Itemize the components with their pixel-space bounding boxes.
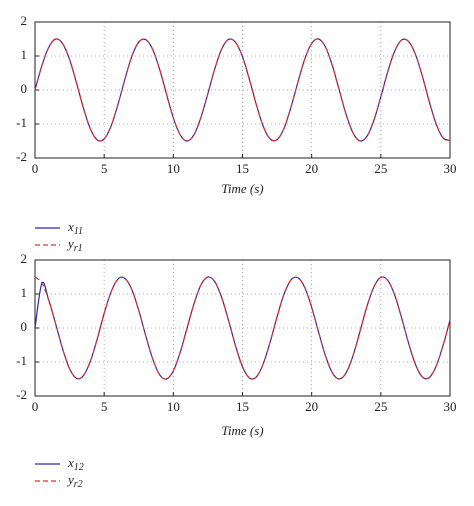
y-tick-label: 1 bbox=[21, 47, 28, 62]
y-tick-label: -2 bbox=[16, 387, 27, 402]
x-tick-label: 0 bbox=[32, 399, 39, 414]
x-tick-label: 30 bbox=[444, 399, 457, 414]
legend-label: yr1 bbox=[66, 236, 83, 254]
y-tick-label: 0 bbox=[21, 319, 28, 334]
x-tick-label: 5 bbox=[101, 399, 108, 414]
legend-label: x12 bbox=[67, 455, 84, 473]
y-tick-label: -1 bbox=[16, 115, 27, 130]
x-tick-label: 15 bbox=[236, 399, 249, 414]
x-tick-label: 20 bbox=[305, 399, 318, 414]
y-tick-label: 1 bbox=[21, 285, 28, 300]
x-tick-label: 10 bbox=[167, 161, 180, 176]
y-tick-label: 0 bbox=[21, 81, 28, 96]
x-tick-label: 15 bbox=[236, 161, 249, 176]
series-line bbox=[34, 38, 451, 142]
x-axis-title: Time (s) bbox=[221, 181, 263, 196]
legend-label: x11 bbox=[67, 219, 83, 237]
x-tick-label: 25 bbox=[374, 161, 387, 176]
x-tick-label: 25 bbox=[374, 399, 387, 414]
x-axis-title: Time (s) bbox=[221, 423, 263, 438]
x-tick-label: 30 bbox=[444, 161, 457, 176]
y-tick-label: -1 bbox=[16, 353, 27, 368]
y-tick-label: 2 bbox=[21, 251, 28, 266]
x-tick-label: 10 bbox=[167, 399, 180, 414]
x-tick-label: 20 bbox=[305, 161, 318, 176]
x-tick-label: 5 bbox=[101, 161, 108, 176]
y-tick-label: -2 bbox=[16, 149, 27, 164]
series-line bbox=[34, 276, 451, 380]
legend-label: yr2 bbox=[66, 472, 83, 490]
x-tick-label: 0 bbox=[32, 161, 39, 176]
y-tick-label: 2 bbox=[21, 13, 28, 28]
